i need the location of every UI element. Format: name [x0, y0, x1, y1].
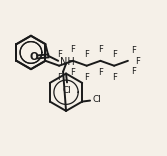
Text: O: O [29, 52, 38, 62]
Text: F: F [57, 50, 62, 59]
Text: Cl: Cl [92, 95, 101, 104]
Text: F: F [70, 45, 75, 54]
Text: Cl: Cl [63, 86, 71, 95]
Text: F: F [112, 73, 117, 82]
Text: F: F [84, 50, 89, 59]
Text: F: F [135, 57, 140, 66]
Text: F: F [84, 73, 89, 82]
Text: F: F [70, 68, 75, 77]
Text: NH: NH [60, 57, 75, 67]
Text: F: F [131, 46, 136, 55]
Text: F: F [98, 45, 103, 54]
Text: F: F [57, 73, 62, 82]
Text: F: F [112, 50, 117, 59]
Text: F: F [98, 68, 103, 77]
Text: F: F [131, 67, 136, 76]
